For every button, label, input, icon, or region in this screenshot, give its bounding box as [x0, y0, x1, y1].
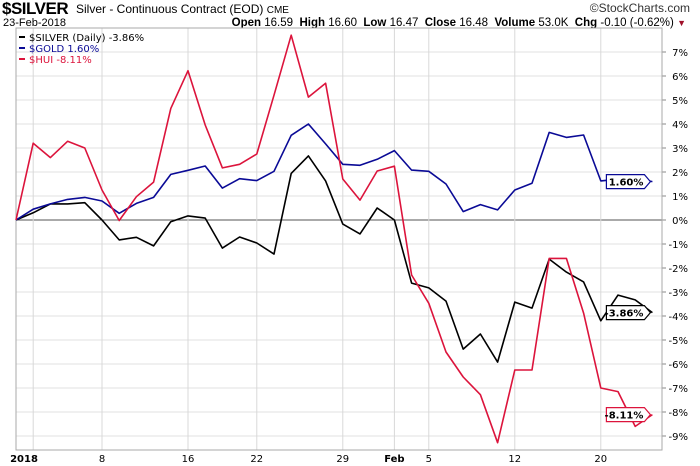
y-tick-label: -5%	[669, 336, 688, 347]
y-tick-label: -6%	[669, 360, 688, 371]
x-tick-label: 29	[336, 454, 349, 465]
x-tick-label: 16	[182, 454, 195, 465]
x-tick-label: 12	[508, 454, 521, 465]
plot-border	[15, 27, 663, 451]
series-line-1	[15, 123, 653, 221]
open-label: Open	[231, 17, 262, 29]
legend-label: $GOLD 1.60%	[29, 44, 99, 55]
end-value-tag: -8.11%	[605, 407, 652, 423]
x-tick-label: Feb	[384, 454, 404, 465]
y-tick-label: 6%	[672, 72, 688, 83]
volume-label: Volume	[494, 17, 536, 29]
y-tick-label: 5%	[672, 96, 688, 107]
y-tick-label: -2%	[669, 264, 688, 275]
y-tick-label: -7%	[669, 384, 688, 395]
y-tick-label: 2%	[672, 168, 688, 179]
y-tick-label: -9%	[669, 432, 688, 443]
close-label: Close	[424, 17, 457, 29]
end-value-tag: 1.60%	[605, 174, 652, 190]
brand-logo[interactable]: ©StockCharts.com	[589, 1, 690, 15]
description-text: Silver - Continuous Contract (EOD)	[76, 2, 264, 16]
down-triangle-icon: ▼	[677, 18, 686, 28]
x-tick-label: 2018	[10, 454, 38, 465]
end-tag-box	[605, 174, 652, 190]
end-tag-label: 1.60%	[609, 178, 644, 189]
legend-label: $SILVER (Daily) -3.86%	[29, 33, 144, 44]
chg-value: -0.10 (-0.62%)	[600, 17, 674, 29]
x-tick-label: 5	[426, 454, 432, 465]
symbol: $SILVER	[2, 0, 69, 18]
series-line-0	[15, 155, 653, 363]
high-value: 16.60	[328, 17, 357, 29]
end-tag-label: -8.11%	[605, 411, 644, 422]
open-value: 16.59	[264, 17, 294, 29]
y-tick-label: 4%	[672, 120, 688, 131]
y-tick-label: -8%	[669, 408, 688, 419]
x-tick-label: 8	[99, 454, 105, 465]
y-tick-label: 0%	[672, 216, 688, 227]
end-tag-box	[605, 305, 652, 321]
y-tick-label: -1%	[669, 240, 688, 251]
end-tag-box	[605, 407, 652, 423]
close-value: 16.48	[459, 17, 489, 29]
chg-label: Chg	[574, 17, 598, 29]
ohlc-bar: Open 16.59 High 16.60 Low 16.47 Close 16…	[232, 17, 686, 29]
description: Silver - Continuous Contract (EOD) CME	[76, 3, 289, 17]
high-label: High	[299, 17, 325, 29]
volume-value: 53.0K	[538, 17, 569, 29]
low-label: Low	[363, 17, 387, 29]
y-tick-label: 7%	[672, 48, 688, 59]
legend-label: $HUI -8.11%	[29, 55, 92, 66]
series-line-2	[15, 34, 653, 444]
x-tick-label: 22	[250, 454, 263, 465]
exchange: CME	[266, 5, 289, 16]
low-value: 16.47	[389, 17, 419, 29]
end-tag-label: -3.86%	[605, 309, 644, 320]
y-tick-label: -3%	[669, 288, 688, 299]
x-tick-label: 20	[594, 454, 607, 465]
y-tick-label: -4%	[669, 312, 688, 323]
y-tick-label: 3%	[672, 144, 688, 155]
quote-date: 23-Feb-2018	[3, 17, 66, 29]
end-value-tag: -3.86%	[605, 305, 652, 321]
y-tick-label: 1%	[672, 192, 688, 203]
